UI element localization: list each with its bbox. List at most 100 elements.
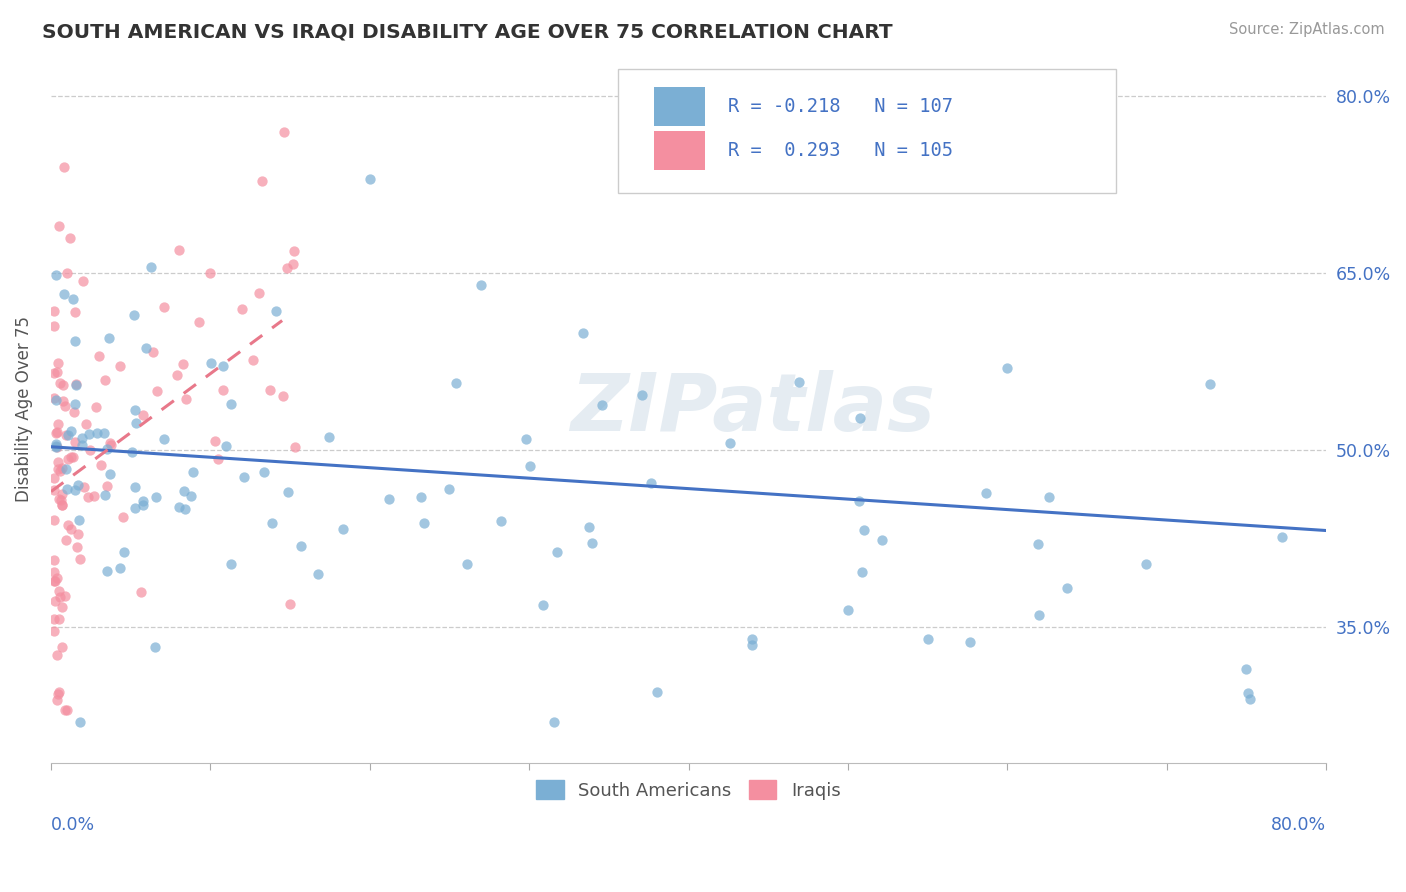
Point [51, 461, 73, 475]
Point [79, 443, 101, 458]
Point [1135, 557, 1157, 571]
Point [959, 634, 981, 648]
Point [231, 301, 253, 316]
Point [167, 243, 190, 257]
Point [44, 594, 66, 608]
Point [44, 565, 66, 579]
Point [94, 488, 117, 502]
Point [290, 540, 312, 554]
Point [233, 469, 256, 483]
Point [59, 450, 82, 464]
Point [124, 308, 146, 322]
Point [273, 125, 295, 139]
Point [49, 591, 72, 605]
Point [66, 540, 89, 554]
Point [124, 480, 146, 494]
Point [53, 399, 76, 413]
Point [132, 408, 155, 422]
Point [1234, 661, 1257, 675]
Point [48, 376, 70, 390]
Point [44, 513, 66, 527]
Text: R =  0.293   N = 105: R = 0.293 N = 105 [728, 141, 953, 161]
Point [1270, 530, 1292, 544]
Point [44, 483, 66, 498]
Point [46, 455, 69, 469]
Point [45, 648, 67, 663]
Point [180, 490, 202, 504]
Point [44, 624, 66, 638]
Point [470, 278, 492, 293]
Point [51, 498, 73, 512]
Point [52, 287, 75, 301]
Point [108, 359, 131, 373]
Point [1239, 691, 1261, 706]
Point [51, 640, 73, 654]
Point [44, 366, 66, 380]
Point [98, 467, 121, 481]
Point [135, 342, 157, 356]
Point [45, 268, 67, 282]
Point [181, 465, 204, 479]
Point [63, 405, 86, 419]
Point [332, 522, 354, 536]
Point [44, 470, 66, 484]
Point [211, 359, 233, 373]
Point [56, 452, 79, 467]
Point [45, 440, 67, 454]
Point [44, 319, 66, 334]
Point [166, 368, 188, 382]
Point [55, 533, 77, 548]
Point [207, 451, 229, 466]
Point [108, 561, 131, 575]
Point [73, 480, 96, 494]
Point [741, 632, 763, 646]
Point [284, 440, 307, 454]
Point [46, 417, 69, 431]
Point [44, 304, 66, 318]
Point [456, 557, 478, 571]
Point [72, 432, 94, 446]
Point [571, 326, 593, 340]
Point [96, 479, 118, 493]
Point [718, 436, 741, 450]
Point [48, 685, 70, 699]
Point [253, 465, 276, 479]
Point [152, 301, 174, 315]
Legend: South Americans, Iraqis: South Americans, Iraqis [529, 773, 848, 807]
Point [143, 640, 166, 654]
Point [52, 160, 75, 174]
Point [124, 501, 146, 516]
FancyBboxPatch shape [654, 87, 706, 126]
Point [519, 458, 541, 473]
Point [283, 257, 305, 271]
Point [174, 392, 197, 406]
Point [94, 373, 117, 387]
Point [62, 292, 84, 306]
Point [172, 357, 194, 371]
Point [444, 376, 467, 390]
Point [77, 491, 100, 505]
Point [46, 687, 69, 701]
Point [974, 485, 997, 500]
Point [66, 527, 89, 541]
Point [53, 703, 76, 717]
Point [121, 445, 143, 459]
Point [849, 410, 872, 425]
Point [65, 378, 87, 392]
Point [250, 174, 273, 188]
Point [174, 502, 197, 516]
Point [52, 377, 75, 392]
Point [49, 493, 72, 508]
Point [851, 565, 873, 579]
Point [645, 685, 668, 699]
Point [129, 584, 152, 599]
Point [741, 638, 763, 652]
Point [48, 612, 70, 626]
Point [51, 600, 73, 615]
Point [413, 516, 436, 530]
Point [46, 571, 69, 585]
Point [546, 545, 568, 559]
Point [45, 437, 67, 451]
Point [124, 403, 146, 417]
FancyBboxPatch shape [619, 70, 1115, 194]
